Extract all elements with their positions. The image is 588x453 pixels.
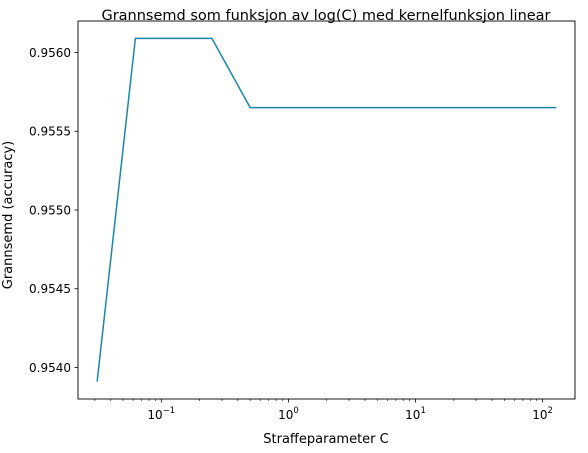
x-axis: 10−1 100 101 102 (95, 399, 553, 422)
y-tick-label: 0.9545 (29, 282, 71, 296)
x-tick-label: 102 (532, 406, 553, 422)
y-tick-label: 0.9560 (29, 46, 71, 60)
y-tick-label: 0.9555 (29, 125, 71, 139)
y-axis-label: Grannsemd (accuracy) (1, 141, 16, 289)
y-tick-label: 0.9550 (29, 203, 71, 217)
axes-frame (78, 21, 575, 399)
x-tick-label: 100 (278, 406, 299, 422)
x-tick-label: 101 (405, 406, 426, 422)
x-axis-label: Straffeparameter C (263, 432, 388, 447)
y-axis: 0.9540 0.9545 0.9550 0.9555 0.9560 (29, 46, 78, 375)
y-tick-label: 0.9540 (29, 361, 71, 375)
plot-area (97, 38, 556, 381)
series-line (97, 38, 556, 381)
x-tick-label: 10−1 (147, 406, 175, 422)
chart-title: Grannsemd som funksjon av log(C) med ker… (101, 8, 550, 24)
